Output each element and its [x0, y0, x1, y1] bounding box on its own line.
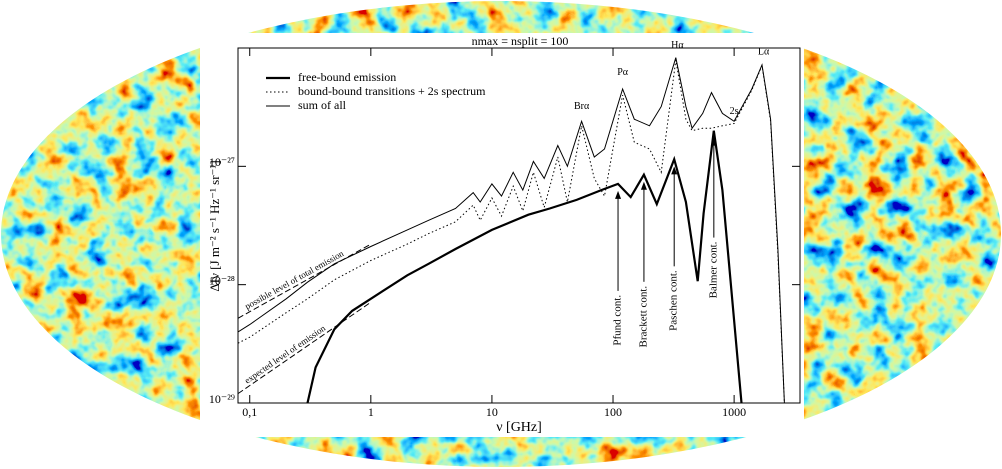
legend-label: sum of all: [298, 98, 347, 112]
reference-line: [237, 243, 372, 319]
x-tick-label: 100: [604, 405, 622, 419]
legend-label: bound-bound transitions + 2s spectrum: [298, 84, 486, 98]
series-line: [238, 57, 785, 403]
arrow-label: Brackett cont.: [637, 286, 649, 348]
arrow-head: [640, 181, 647, 190]
line-label: 2s: [730, 106, 739, 117]
x-tick-label: 0,1: [242, 405, 257, 419]
x-tick-label: 10: [486, 405, 498, 419]
arrow-label: Pfund cont.: [612, 295, 624, 346]
chart-title: nmax = nsplit = 100: [472, 34, 569, 48]
line-label: Hα: [671, 40, 684, 51]
arrow-head: [615, 190, 622, 199]
y-tick-label: 10⁻²⁹: [209, 392, 235, 406]
arrow-head: [671, 166, 678, 175]
figure-panel: [200, 33, 804, 437]
x-tick-label: 1000: [722, 405, 746, 419]
x-tick-label: 1: [368, 405, 374, 419]
y-axis-label: ΔIν [J m⁻² s⁻¹ Hz⁻¹ sr⁻¹]: [207, 160, 222, 291]
line-label: Brα: [574, 101, 590, 112]
line-label: Pα: [617, 67, 629, 78]
y-tick-label: 10⁻²⁷: [209, 155, 235, 169]
series-line: [238, 60, 785, 403]
arrow-head: [710, 137, 717, 146]
plot-frame: [237, 47, 801, 404]
x-axis-label: ν [GHz]: [496, 420, 542, 435]
line-label: Lα: [758, 47, 770, 58]
legend-label: free-bound emission: [298, 70, 396, 84]
y-tick-label: 10⁻²⁸: [209, 273, 235, 287]
arrow-label: Paschen cont.: [668, 270, 680, 331]
series-line: [306, 130, 743, 403]
arrow-label: Balmer cont.: [707, 241, 719, 298]
